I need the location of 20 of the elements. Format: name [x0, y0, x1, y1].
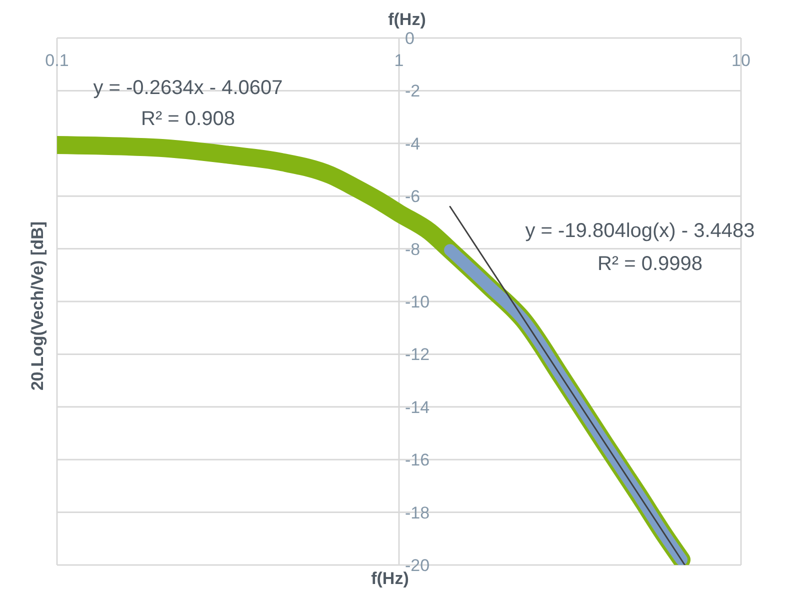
x-tick-label: 0.1 — [45, 51, 69, 70]
x-axis-title: f(Hz) — [370, 569, 409, 589]
y-tick-label: -2 — [405, 82, 420, 101]
y-tick-label: 0 — [405, 29, 414, 48]
annotation: y = -0.2634x - 4.0607 — [92, 77, 284, 100]
y-tick-label: -16 — [405, 450, 430, 470]
y-tick-label: -8 — [405, 240, 420, 259]
y-axis-title: 20.Log(Vech/Ve) [dB] — [28, 220, 48, 393]
y-tick-label: -10 — [405, 292, 430, 312]
y-tick-label: -12 — [405, 345, 430, 364]
annotation: R² = 0.9998 — [596, 253, 704, 276]
text: f(Hz) — [388, 10, 426, 29]
y-tick-label: -4 — [405, 134, 420, 154]
y-tick-label: -18 — [405, 503, 430, 522]
x-tick-label: 10 — [732, 51, 750, 70]
annotation: R² = 0.908 — [140, 108, 236, 131]
x-tick-label: 1 — [394, 51, 404, 70]
y-tick-label: -6 — [405, 187, 420, 206]
y-tick-label: -14 — [405, 398, 430, 417]
annotation: y = -19.804log(x) - 3.4483 — [524, 220, 756, 243]
